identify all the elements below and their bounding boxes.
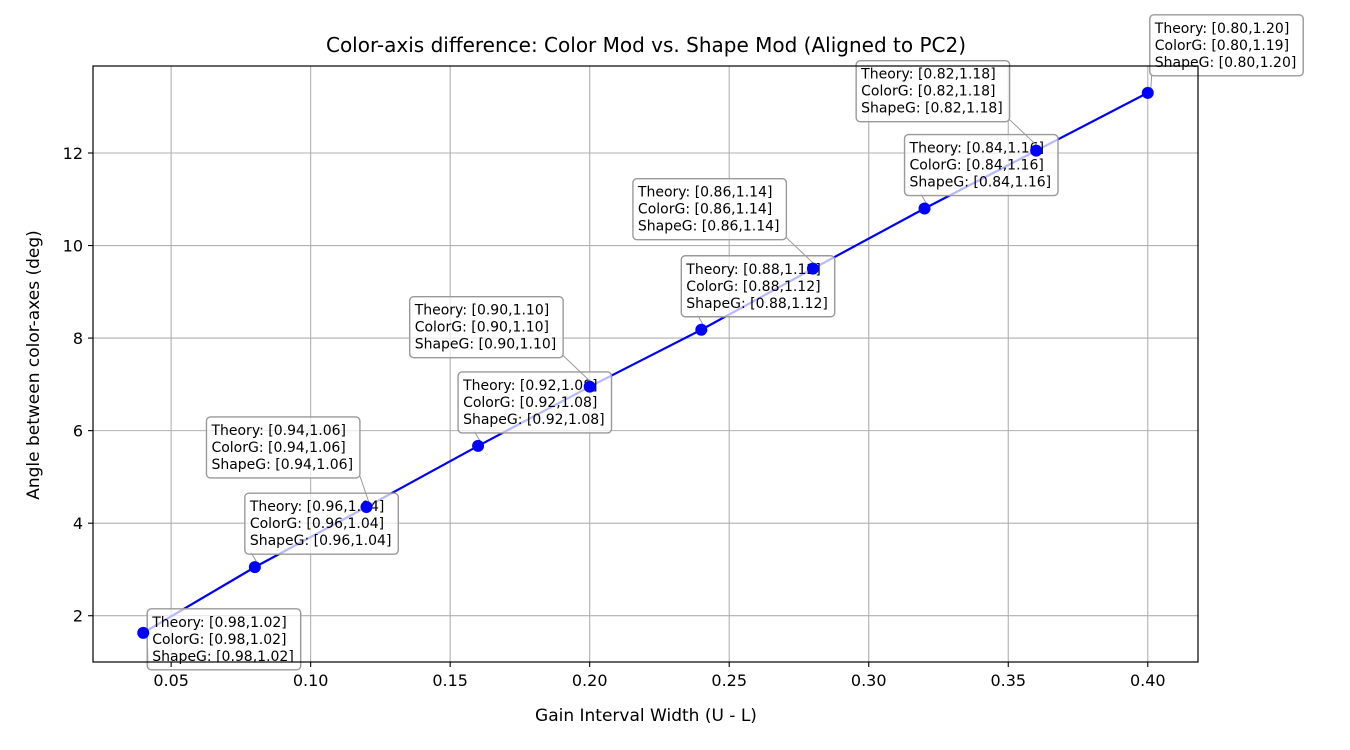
annotation-frame bbox=[244, 492, 399, 555]
annotation-frame bbox=[457, 371, 613, 434]
data-point bbox=[806, 262, 819, 275]
chart-title: Color-axis difference: Color Mod vs. Sha… bbox=[326, 33, 966, 57]
annotation-box: Theory: [0.90,1.10]ColorG: [0.90,1.10]Sh… bbox=[408, 295, 594, 385]
annotation-line: Theory: [0.94,1.06] bbox=[210, 423, 346, 439]
axis-ticks: 0.05 0.10 0.15 0.20 0.25 0.30 0.35 0.40 2 4 6 8 10 12 bbox=[63, 144, 1166, 690]
y-tick-label: 6 bbox=[73, 422, 83, 441]
annotation-line: Theory: [0.98,1.02] bbox=[151, 615, 287, 631]
y-axis-label: Angle between color-axes (deg) bbox=[24, 230, 44, 500]
annotation-line: ShapeG: [0.86,1.14] bbox=[638, 219, 780, 235]
x-tick-label: 0.35 bbox=[990, 671, 1026, 690]
annotation-box: Theory: [0.82,1.18]ColorG: [0.82,1.18]Sh… bbox=[855, 59, 1040, 149]
annotation-arrow bbox=[786, 237, 817, 267]
data-point bbox=[583, 380, 596, 393]
x-tick-label: 0.10 bbox=[293, 671, 329, 690]
annotation-box: Theory: [0.86,1.14]ColorG: [0.86,1.14]Sh… bbox=[632, 177, 817, 267]
annotation-line: Theory: [0.96,1.04] bbox=[249, 499, 385, 515]
annotation-line: ShapeG: [0.98,1.02] bbox=[152, 649, 294, 665]
annotation-line: ShapeG: [0.82,1.18] bbox=[861, 101, 1003, 117]
annotation-frame bbox=[680, 255, 836, 318]
annotation-line: ColorG: [0.82,1.18] bbox=[861, 84, 995, 100]
annotation-line: ShapeG: [0.90,1.10] bbox=[415, 337, 557, 353]
data-point bbox=[1141, 86, 1154, 99]
annotation-line: Theory: [0.82,1.18] bbox=[860, 67, 996, 83]
annotation-arrow bbox=[562, 355, 594, 385]
annotation-line: ShapeG: [0.92,1.08] bbox=[463, 412, 605, 428]
x-tick-label: 0.25 bbox=[711, 671, 747, 690]
annotation-line: ColorG: [0.84,1.16] bbox=[910, 158, 1044, 174]
y-tick-label: 8 bbox=[73, 329, 83, 348]
annotation-line: ColorG: [0.80,1.19] bbox=[1155, 38, 1289, 54]
y-tick-label: 2 bbox=[73, 607, 83, 626]
annotation-line: ShapeG: [0.96,1.04] bbox=[250, 533, 392, 549]
annotation-box: Theory: [0.94,1.06]ColorG: [0.94,1.06]Sh… bbox=[205, 416, 370, 505]
annotation-line: ColorG: [0.92,1.08] bbox=[463, 395, 597, 411]
annotation-frame bbox=[205, 416, 361, 479]
annotation-box: Theory: [0.84,1.16]ColorG: [0.84,1.16]Sh… bbox=[903, 133, 1059, 206]
annotation-line: Theory: [0.84,1.16] bbox=[909, 141, 1045, 157]
annotation-frame bbox=[632, 177, 788, 241]
y-tick-label: 12 bbox=[63, 144, 83, 163]
annotation-line: ColorG: [0.98,1.02] bbox=[152, 632, 286, 648]
annotation-frame bbox=[855, 59, 1011, 123]
y-tick-label: 10 bbox=[63, 237, 83, 256]
annotation-layer: Theory: [0.98,1.02]ColorG: [0.98,1.02]Sh… bbox=[145, 14, 1304, 671]
annotation-line: ShapeG: [0.84,1.16] bbox=[910, 175, 1052, 191]
annotation-line: Theory: [0.80,1.20] bbox=[1154, 21, 1290, 37]
annotation-line: ColorG: [0.94,1.06] bbox=[211, 440, 345, 456]
annotation-frame bbox=[903, 133, 1059, 197]
annotation-line: Theory: [0.90,1.10] bbox=[414, 303, 550, 319]
plot-frame bbox=[92, 65, 1199, 663]
data-point bbox=[1030, 144, 1043, 157]
annotation-arrow bbox=[359, 475, 370, 505]
annotation-frame bbox=[408, 295, 564, 359]
x-tick-label: 0.05 bbox=[153, 671, 189, 690]
annotation-box: Theory: [0.92,1.08]ColorG: [0.92,1.08]Sh… bbox=[457, 371, 613, 444]
annotation-box: Theory: [0.80,1.20]ColorG: [0.80,1.19]Sh… bbox=[1149, 14, 1304, 90]
data-point bbox=[360, 500, 373, 513]
annotation-line: ShapeG: [0.88,1.12] bbox=[686, 296, 828, 312]
annotation-line: Theory: [0.86,1.14] bbox=[637, 185, 773, 201]
annotation-line: ColorG: [0.86,1.14] bbox=[638, 202, 772, 218]
x-tick-label: 0.20 bbox=[572, 671, 608, 690]
annotation-line: Theory: [0.92,1.08] bbox=[462, 378, 598, 394]
annotation-box: Theory: [0.96,1.04]ColorG: [0.96,1.04]Sh… bbox=[244, 492, 399, 565]
annotation-arrow bbox=[1009, 119, 1040, 149]
x-tick-label: 0.30 bbox=[851, 671, 887, 690]
annotation-line: ShapeG: [0.94,1.06] bbox=[211, 457, 353, 473]
data-point bbox=[918, 202, 931, 215]
annotation-frame bbox=[146, 608, 302, 671]
annotation-box: Theory: [0.98,1.02]ColorG: [0.98,1.02]Sh… bbox=[145, 608, 302, 671]
data-point bbox=[695, 323, 708, 336]
y-tick-label: 4 bbox=[73, 514, 83, 533]
annotation-arrow bbox=[1150, 73, 1153, 90]
annotation-line: ColorG: [0.90,1.10] bbox=[415, 320, 549, 336]
data-point bbox=[137, 626, 150, 639]
data-point bbox=[472, 439, 485, 452]
annotation-box: Theory: [0.88,1.12]ColorG: [0.88,1.12]Sh… bbox=[680, 255, 836, 328]
x-tick-label: 0.15 bbox=[432, 671, 468, 690]
annotation-line: ColorG: [0.88,1.12] bbox=[686, 279, 820, 295]
annotation-frame bbox=[1149, 14, 1304, 77]
x-tick-label: 0.40 bbox=[1130, 671, 1166, 690]
annotation-line: Theory: [0.88,1.12] bbox=[685, 262, 821, 278]
annotation-line: ColorG: [0.96,1.04] bbox=[250, 516, 384, 532]
data-point bbox=[248, 561, 261, 574]
x-axis-label: Gain Interval Width (U - L) bbox=[535, 706, 757, 726]
annotation-line: ShapeG: [0.80,1.20] bbox=[1155, 55, 1297, 71]
